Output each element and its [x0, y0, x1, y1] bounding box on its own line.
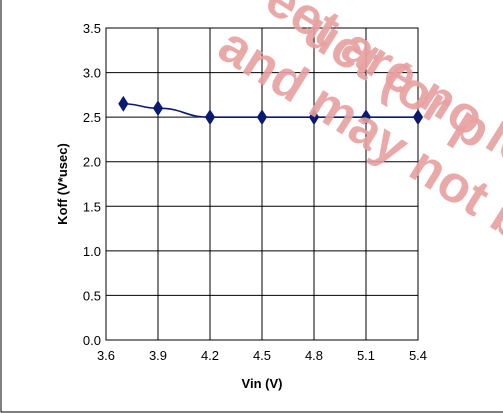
data-point-marker: [412, 109, 424, 126]
x-tick-label: 3.9: [149, 348, 167, 363]
x-tick-labels: 3.6 3.9 4.2 4.5 4.8 5.1 5.4: [97, 348, 427, 363]
x-axis-title: Vin (V): [242, 376, 283, 391]
y-tick-label: 3.0: [83, 66, 101, 81]
y-tick-labels: 0.0 0.5 1.0 1.5 2.0 2.5 3.0 3.5: [83, 21, 101, 348]
y-tick-label: 2.0: [83, 155, 101, 170]
y-tick-label: 2.5: [83, 110, 101, 125]
y-tick-label: 0.0: [83, 333, 101, 348]
y-tick-label: 1.0: [83, 244, 101, 259]
plot-area: 0.0 0.5 1.0 1.5 2.0 2.5 3.0 3.5 3.6 3.9 4.2 4.5 4.8…: [83, 21, 427, 363]
y-axis-title: Koff (V*usec): [55, 143, 70, 225]
x-tick-label: 3.6: [97, 348, 115, 363]
data-point-marker: [204, 109, 216, 126]
x-tick-label: 4.2: [201, 348, 219, 363]
y-tick-label: 3.5: [83, 21, 101, 36]
x-tick-label: 4.8: [305, 348, 323, 363]
data-point-marker: [360, 109, 372, 126]
y-tick-label: 0.5: [83, 288, 101, 303]
series-group: [118, 95, 424, 126]
data-point-marker: [118, 95, 129, 112]
data-point-marker: [152, 100, 164, 117]
y-tick-label: 1.5: [83, 199, 101, 214]
data-point-marker: [308, 109, 320, 126]
x-tick-label: 4.5: [253, 348, 271, 363]
data-point-marker: [256, 109, 268, 126]
x-tick-label: 5.1: [357, 348, 375, 363]
x-tick-label: 5.4: [409, 348, 427, 363]
grid-lines: [105, 27, 419, 341]
